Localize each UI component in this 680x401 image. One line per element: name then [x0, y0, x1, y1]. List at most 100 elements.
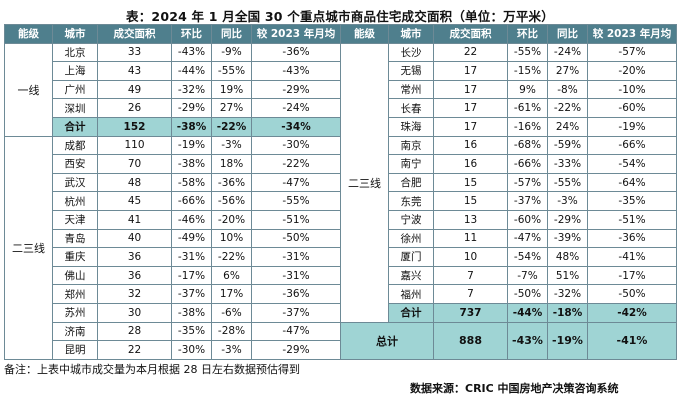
area-cell: 10: [433, 247, 508, 267]
city-cell: 珠海: [388, 116, 434, 137]
header-city: 城市: [388, 24, 434, 44]
mom-cell: -55%: [507, 42, 548, 63]
vs-cell: -43%: [251, 61, 341, 81]
vs-cell: -36%: [251, 42, 341, 63]
header-city: 城市: [52, 24, 98, 44]
area-cell: 41: [97, 209, 172, 230]
city-cell: 青岛: [52, 228, 98, 249]
header-yoy: 同比: [211, 24, 252, 44]
grand-total-vs: -41%: [587, 321, 677, 360]
area-cell: 17: [433, 61, 508, 81]
subtotal-label: 合计: [388, 302, 434, 323]
table-row: 厦门 10 -54% 48% -41%: [341, 247, 677, 267]
table-row: 武汉 48 -58% -36% -47%: [5, 172, 341, 193]
city-cell: 南宁: [388, 154, 434, 174]
mom-cell: -66%: [507, 154, 548, 174]
mom-cell: -37%: [171, 284, 212, 304]
subtotal-yoy: -22%: [211, 116, 252, 137]
mom-cell: -38%: [171, 302, 212, 323]
yoy-cell: 27%: [211, 98, 252, 118]
area-cell: 49: [97, 79, 172, 100]
vs-cell: -60%: [587, 98, 677, 118]
area-cell: 15: [433, 172, 508, 193]
table-row: 深圳 26 -29% 27% -24%: [5, 98, 341, 118]
area-cell: 30: [97, 302, 172, 323]
tier-label-first: 一线: [4, 42, 53, 137]
vs-cell: -29%: [251, 340, 341, 360]
vs-cell: -51%: [587, 209, 677, 230]
area-cell: 26: [97, 98, 172, 118]
yoy-cell: -36%: [211, 172, 252, 193]
mom-cell: -37%: [507, 191, 548, 211]
mom-cell: -17%: [171, 265, 212, 286]
mom-cell: -54%: [507, 247, 548, 267]
subtotal-yoy: -18%: [547, 302, 588, 323]
header-tier: 能级: [4, 24, 53, 44]
vs-cell: -47%: [251, 321, 341, 342]
table-row: 一线 北京 33 -43% -9% -36%: [4, 42, 341, 137]
header-mom: 环比: [171, 24, 212, 44]
area-cell: 16: [433, 135, 508, 156]
city-cell: 济南: [52, 321, 98, 342]
subtotal-row-first-tier: 合计 152 -38% -22% -34%: [5, 116, 341, 137]
yoy-cell: -20%: [211, 209, 252, 230]
vs-cell: -51%: [251, 209, 341, 230]
subtotal-area: 737: [433, 302, 508, 323]
mom-cell: -7%: [507, 265, 548, 286]
vs-cell: -54%: [587, 154, 677, 174]
table-row: 嘉兴 7 -7% 51% -17%: [341, 265, 677, 286]
subtotal-row-second-third-tier: 合计 737 -44% -18% -42%: [341, 302, 677, 323]
city-cell: 长春: [388, 98, 434, 118]
area-cell: 17: [433, 98, 508, 118]
city-cell: 合肥: [388, 172, 434, 193]
table-row: 常州 17 9% -8% -10%: [341, 79, 677, 100]
vs-cell: -66%: [587, 135, 677, 156]
city-cell: 杭州: [52, 191, 98, 211]
mom-cell: -43%: [171, 42, 212, 63]
city-cell: 武汉: [52, 172, 98, 193]
city-cell: 广州: [52, 79, 98, 100]
right-data-table: 能级 城市 成交面积 环比 同比 较 2023 年月均 二三线 长沙 22 -5…: [340, 24, 677, 360]
table-row: 东莞 15 -37% -3% -35%: [341, 191, 677, 211]
right-header-row: 能级 城市 成交面积 环比 同比 较 2023 年月均: [340, 24, 677, 44]
vs-cell: -35%: [587, 191, 677, 211]
yoy-cell: -29%: [547, 209, 588, 230]
city-cell: 常州: [388, 79, 434, 100]
yoy-cell: -22%: [547, 98, 588, 118]
area-cell: 48: [97, 172, 172, 193]
yoy-cell: -22%: [211, 247, 252, 267]
yoy-cell: 6%: [211, 265, 252, 286]
mom-cell: -16%: [507, 116, 548, 137]
yoy-cell: -56%: [211, 191, 252, 211]
yoy-cell: 10%: [211, 228, 252, 249]
area-cell: 45: [97, 191, 172, 211]
city-cell: 厦门: [388, 247, 434, 267]
vs-cell: -24%: [251, 98, 341, 118]
yoy-cell: -55%: [547, 172, 588, 193]
table-row: 重庆 36 -31% -22% -31%: [5, 247, 341, 267]
vs-cell: -55%: [251, 191, 341, 211]
table-row: 南宁 16 -66% -33% -54%: [341, 154, 677, 174]
mom-cell: 9%: [507, 79, 548, 100]
vs-cell: -47%: [251, 172, 341, 193]
mom-cell: -29%: [171, 98, 212, 118]
vs-cell: -50%: [251, 228, 341, 249]
table-row: 杭州 45 -66% -56% -55%: [5, 191, 341, 211]
table-row: 西安 70 -38% 18% -22%: [5, 154, 341, 174]
vs-cell: -20%: [587, 61, 677, 81]
yoy-cell: -8%: [547, 79, 588, 100]
city-cell: 徐州: [388, 228, 434, 249]
area-cell: 17: [433, 116, 508, 137]
city-cell: 北京: [52, 42, 98, 63]
vs-cell: -19%: [587, 116, 677, 137]
header-area: 成交面积: [97, 24, 172, 44]
yoy-cell: -55%: [211, 61, 252, 81]
subtotal-mom: -38%: [171, 116, 212, 137]
mom-cell: -46%: [171, 209, 212, 230]
left-data-table: 能级 城市 成交面积 环比 同比 较 2023 年月均 一线 北京 33 -43…: [4, 24, 341, 360]
yoy-cell: -28%: [211, 321, 252, 342]
yoy-cell: 48%: [547, 247, 588, 267]
header-tier: 能级: [340, 24, 389, 44]
grand-total-area: 888: [433, 321, 508, 360]
table-row: 珠海 17 -16% 24% -19%: [341, 116, 677, 137]
